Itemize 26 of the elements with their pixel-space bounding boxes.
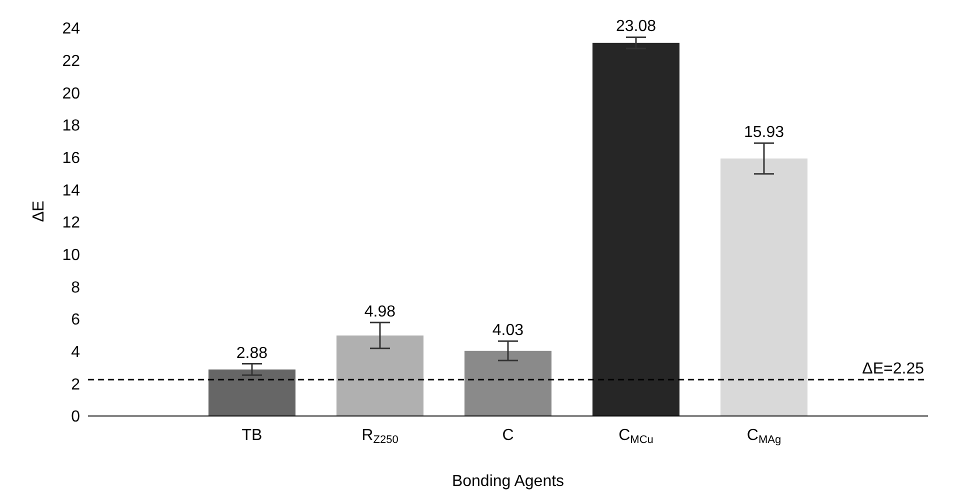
y-tick-label: 16: [62, 150, 80, 168]
data-label: 4.98: [364, 304, 396, 321]
x-tick-label: C$_{MCu}$: [618, 427, 654, 446]
y-tick-label: 12: [62, 214, 80, 232]
data-label: 23.08: [616, 18, 656, 36]
y-tick-label: 0: [71, 408, 80, 426]
ref-line-label: ΔE=2.25: [862, 360, 924, 378]
y-tick-label: 6: [71, 312, 80, 329]
y-tick-label: 20: [62, 85, 80, 102]
data-label: 4.03: [492, 322, 524, 340]
y-tick-label: 8: [71, 279, 80, 296]
x-tick-label: C: [502, 427, 514, 444]
data-label: 15.93: [744, 124, 784, 142]
y-tick-label: 14: [62, 182, 80, 200]
data-label: 2.88: [236, 344, 268, 362]
x-axis-title: Bonding Agents: [452, 473, 564, 490]
y-tick-label: 22: [62, 53, 80, 70]
y-tick-label: 2: [71, 376, 80, 394]
y-tick-label: 24: [62, 20, 80, 38]
y-tick-label: 18: [62, 118, 80, 135]
x-tick-label: R$_{Z250}$: [362, 427, 398, 446]
x-tick-label: C$_{MAg}$: [746, 427, 782, 446]
y-tick-label: 10: [62, 247, 80, 264]
y-axis-title: ΔE: [30, 200, 48, 222]
y-tick-label: 4: [71, 344, 80, 362]
x-tick-label: TB: [242, 427, 262, 444]
